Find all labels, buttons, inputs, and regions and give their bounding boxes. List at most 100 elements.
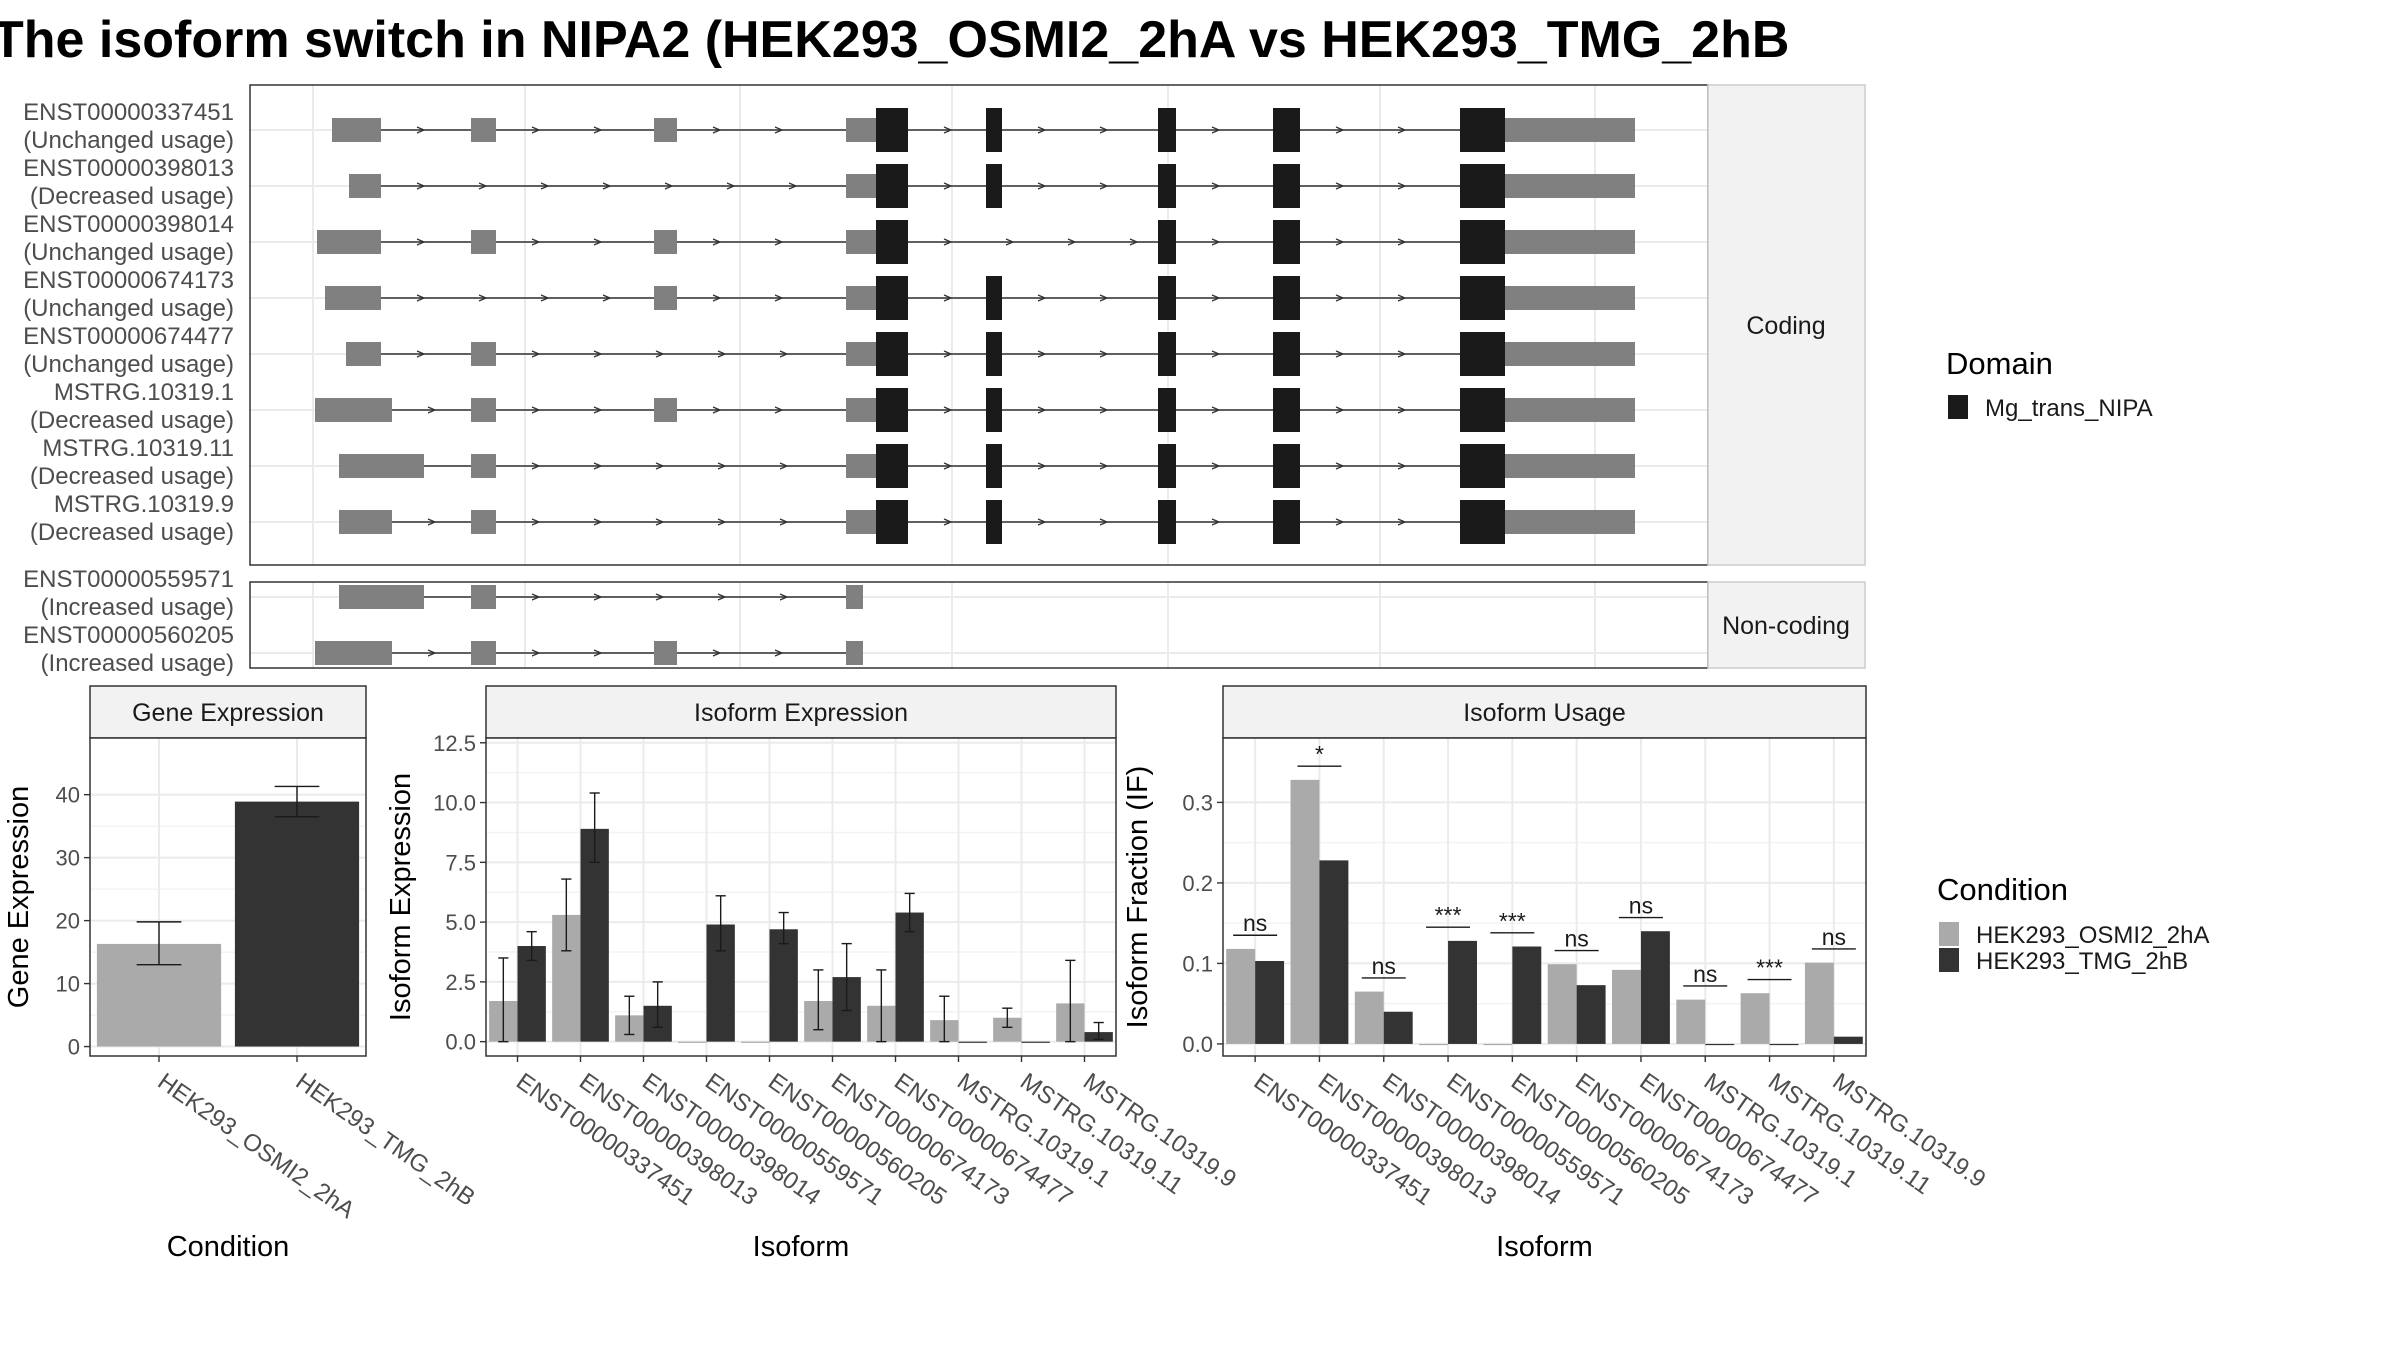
noncoding-facet-label: Non-coding bbox=[1722, 612, 1850, 640]
transcript-track bbox=[339, 444, 1635, 488]
bar bbox=[1576, 985, 1606, 1044]
utr-exon bbox=[1505, 398, 1635, 422]
intron-arrow bbox=[478, 182, 488, 190]
utr-exon bbox=[846, 585, 863, 609]
bar bbox=[1676, 999, 1706, 1044]
utr-exon bbox=[846, 641, 863, 665]
intron-arrow bbox=[531, 462, 541, 470]
intron-arrow bbox=[1397, 350, 1407, 358]
intron-arrow bbox=[943, 238, 953, 246]
intron-arrow bbox=[540, 294, 550, 302]
domain-exon bbox=[1158, 164, 1176, 208]
coding-facet-label: Coding bbox=[1746, 312, 1825, 340]
y-axis-title: Isoform Expression bbox=[385, 773, 417, 1021]
y-tick-label: 20 bbox=[56, 909, 80, 934]
y-tick-label: 0.0 bbox=[445, 1030, 476, 1055]
transcript-name-label: ENST00000398013 bbox=[23, 155, 234, 182]
intron-arrow bbox=[416, 126, 426, 134]
intron-arrow bbox=[1099, 182, 1109, 190]
domain-exon bbox=[1158, 276, 1176, 320]
y-tick-label: 40 bbox=[56, 783, 80, 808]
intron-arrow bbox=[717, 593, 727, 601]
transcript-usage-label: (Increased usage) bbox=[41, 594, 234, 621]
utr-exon bbox=[846, 454, 876, 478]
coding-facet-strip bbox=[1707, 84, 1866, 566]
domain-exon bbox=[1158, 500, 1176, 544]
transcript-usage-label: (Unchanged usage) bbox=[23, 295, 234, 322]
intron-arrow bbox=[593, 649, 603, 657]
intron-arrow bbox=[593, 238, 603, 246]
utr-exon bbox=[654, 641, 677, 665]
condition-legend-title: Condition bbox=[1937, 872, 2068, 907]
domain-exon bbox=[1273, 220, 1300, 264]
domain-exon bbox=[986, 444, 1002, 488]
transcript-usage-label: (Unchanged usage) bbox=[23, 351, 234, 378]
intron-arrow bbox=[602, 182, 612, 190]
domain-exon bbox=[1460, 276, 1505, 320]
intron-arrow bbox=[531, 649, 541, 657]
panel-title: Isoform Expression bbox=[694, 699, 908, 727]
transcript-name-label: MSTRG.10319.11 bbox=[42, 435, 234, 462]
bar bbox=[1021, 1041, 1050, 1043]
domain-exon bbox=[1273, 276, 1300, 320]
domain-exon bbox=[876, 220, 908, 264]
transcript-name-label: ENST00000674477 bbox=[23, 323, 234, 350]
domain-exon bbox=[1158, 220, 1176, 264]
bar bbox=[1547, 964, 1577, 1044]
intron-arrow bbox=[416, 238, 426, 246]
intron-arrow bbox=[1211, 462, 1221, 470]
y-tick-label: 0 bbox=[68, 1035, 80, 1060]
transcript-usage-label: (Decreased usage) bbox=[30, 183, 234, 210]
intron-arrow bbox=[416, 182, 426, 190]
intron-arrow bbox=[427, 406, 437, 414]
bar bbox=[234, 801, 360, 1047]
intron-arrow bbox=[540, 182, 550, 190]
utr-exon bbox=[471, 398, 496, 422]
transcript-name-label: ENST00000398014 bbox=[23, 211, 234, 238]
panel-title: Gene Expression bbox=[132, 699, 324, 727]
intron-arrow bbox=[788, 182, 798, 190]
bar-chart-panels: Gene Expression010203040HEK293_OSMI2_2hA… bbox=[3, 685, 1991, 1263]
domain-exon bbox=[876, 332, 908, 376]
y-axis-title: Isoform Fraction (IF) bbox=[1122, 766, 1154, 1029]
domain-exon bbox=[876, 388, 908, 432]
significance-label: ns bbox=[1629, 893, 1653, 919]
intron-arrow bbox=[774, 294, 784, 302]
transcript-track bbox=[332, 108, 1635, 152]
transcript-name-label: ENST00000337451 bbox=[23, 99, 234, 126]
intron-arrow bbox=[531, 126, 541, 134]
domain-legend-label: Mg_trans_NIPA bbox=[1985, 395, 2153, 422]
domain-exon bbox=[1273, 444, 1300, 488]
intron-arrow bbox=[774, 126, 784, 134]
intron-arrow bbox=[943, 182, 953, 190]
y-tick-label: 0.3 bbox=[1182, 790, 1213, 815]
intron-arrow bbox=[593, 406, 603, 414]
intron-arrow bbox=[1335, 182, 1345, 190]
intron-arrow bbox=[1211, 294, 1221, 302]
intron-arrow bbox=[1211, 350, 1221, 358]
intron-arrow bbox=[1335, 238, 1345, 246]
domain-exon bbox=[1460, 444, 1505, 488]
utr-exon bbox=[339, 510, 392, 534]
domain-exon bbox=[1158, 444, 1176, 488]
domain-exon bbox=[1460, 388, 1505, 432]
bar bbox=[517, 946, 546, 1042]
domain-exon bbox=[1273, 164, 1300, 208]
intron-arrow bbox=[712, 406, 722, 414]
transcript-track bbox=[346, 332, 1635, 376]
condition-legend-label: HEK293_OSMI2_2hA bbox=[1976, 922, 2209, 949]
intron-arrow bbox=[1099, 462, 1109, 470]
bar bbox=[1419, 1043, 1449, 1046]
utr-exon bbox=[471, 342, 496, 366]
transcript-usage-label: (Decreased usage) bbox=[30, 407, 234, 434]
significance-label: ns bbox=[1693, 961, 1717, 987]
noncoding-facet-strip bbox=[1707, 581, 1866, 669]
intron-arrow bbox=[943, 126, 953, 134]
transcript-track bbox=[339, 585, 863, 609]
x-axis-title: Isoform bbox=[1496, 1231, 1593, 1263]
intron-arrow bbox=[774, 406, 784, 414]
intron-arrow bbox=[943, 350, 953, 358]
utr-exon bbox=[846, 230, 876, 254]
utr-exon bbox=[1505, 342, 1635, 366]
bar bbox=[1255, 961, 1285, 1044]
